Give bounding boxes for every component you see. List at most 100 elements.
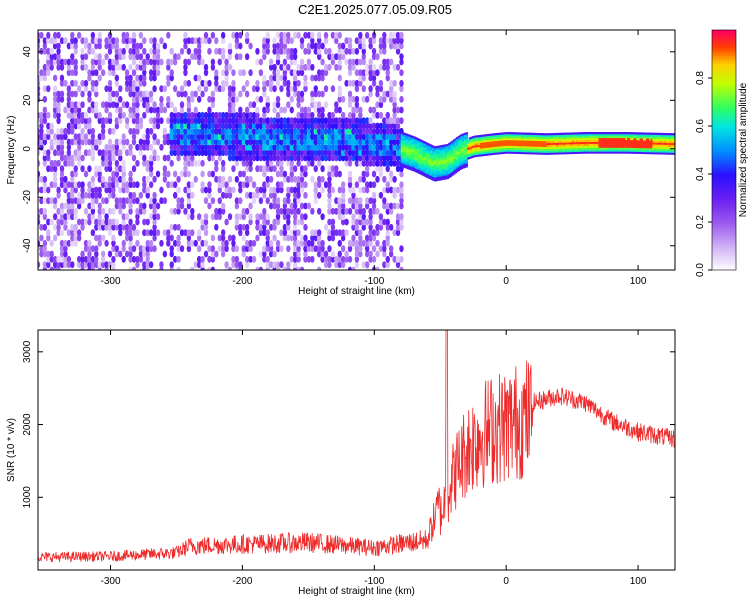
spectrogram-cell	[634, 141, 638, 145]
spectrogram-cell	[468, 137, 472, 140]
spectrogram-cell	[658, 138, 662, 141]
spectrogram-cell	[535, 138, 538, 141]
spectrogram-cell	[473, 139, 476, 142]
spectrogram-cell	[265, 154, 270, 162]
spectrogram-cell	[142, 90, 147, 98]
spectrogram-cell	[395, 106, 401, 114]
spectrogram-cell	[248, 42, 253, 50]
spectrogram-cell	[176, 127, 181, 135]
spectrogram-cell	[490, 141, 494, 144]
spectrogram-cell	[148, 261, 154, 269]
spectrogram-cell	[124, 223, 130, 231]
spectrogram-cell	[286, 175, 291, 183]
spectrogram-cell	[543, 138, 546, 142]
spectrogram-cell	[402, 151, 405, 154]
colorbar-swatch	[712, 226, 736, 229]
spectrogram-cell	[358, 143, 363, 151]
spectrogram-cell	[80, 127, 85, 135]
spectrogram-cell	[459, 152, 462, 155]
spectrogram-cell	[344, 58, 349, 66]
spectrogram-cell	[421, 144, 424, 147]
spectrogram-cell	[275, 181, 281, 189]
spectrogram-cell	[382, 149, 387, 157]
spectrogram-cell	[172, 223, 178, 231]
colorbar-swatch	[712, 110, 736, 113]
spectrogram-cell	[100, 250, 106, 258]
spectrogram-cell	[628, 141, 631, 145]
spectrogram-cell	[313, 181, 318, 189]
spectrogram-cell	[275, 143, 281, 151]
spectrogram-cell	[83, 207, 89, 215]
spectrogram-cell	[642, 149, 646, 153]
spectrogram-cell	[533, 134, 537, 138]
spectrogram-cell	[399, 245, 404, 253]
spectrogram-cell	[426, 160, 429, 163]
spectrogram-cell	[419, 170, 423, 173]
spectrogram-cell	[358, 207, 363, 215]
spectrogram-cell	[172, 239, 178, 247]
spectrogram-cell	[606, 145, 609, 148]
spectrogram-cell	[547, 138, 551, 142]
spectrogram-cell	[262, 133, 267, 141]
spectrogram-cell	[364, 202, 370, 210]
spectrogram-cell	[258, 213, 264, 221]
spectrogram-cell	[671, 152, 674, 155]
spectrogram-cell	[658, 146, 662, 149]
spectrogram-cell	[354, 229, 360, 237]
spectrogram-cell	[555, 138, 559, 141]
spectrogram-cell	[313, 138, 318, 146]
spectrogram-cell	[227, 95, 233, 103]
spectrogram-cell	[131, 133, 137, 141]
spectrogram-cell	[625, 137, 628, 141]
spectrogram-cell	[327, 202, 332, 210]
spectrogram-cell	[207, 143, 212, 151]
spectrogram-cell	[56, 58, 61, 66]
spectrogram-cell	[457, 166, 461, 170]
spectrogram-cell	[351, 213, 356, 221]
spectrogram-cell	[104, 37, 109, 45]
spectrogram-cell	[595, 139, 598, 142]
spectrogram-cell	[527, 150, 530, 153]
spectrogram-cell	[169, 111, 174, 119]
spectrogram-cell	[547, 133, 551, 136]
spectrogram-cell	[652, 140, 655, 143]
spectrogram-cell	[666, 150, 669, 153]
spectrogram-cell	[426, 148, 429, 151]
spectrogram-cell	[299, 69, 305, 77]
spectrogram-cell	[231, 127, 236, 135]
spectrogram-cell	[419, 153, 423, 156]
spectrogram-cell	[148, 159, 154, 167]
spectrogram-cell	[172, 85, 178, 93]
spectrogram-cell	[80, 181, 85, 189]
spectrogram-cell	[190, 133, 195, 141]
spectrogram-cell	[227, 143, 233, 151]
spectrogram-cell	[465, 134, 468, 137]
spectrogram-cell	[592, 147, 595, 150]
spectrogram-cell	[241, 138, 246, 146]
spectrogram-cell	[522, 138, 525, 141]
spectrogram-cell	[558, 136, 562, 139]
spectrogram-cell	[49, 53, 54, 61]
spectrogram-cell	[405, 145, 408, 148]
spectrogram-cell	[382, 63, 387, 71]
spectrogram-cell	[224, 127, 229, 135]
spectrogram-cell	[238, 42, 243, 50]
spectrogram-cell	[320, 90, 325, 98]
spectrogram-cell	[664, 142, 668, 145]
spectrogram-cell	[649, 138, 652, 141]
spectrogram-cell	[262, 149, 267, 157]
spectrogram-cell	[289, 149, 294, 157]
spectrogram-cell	[544, 148, 548, 151]
spectrogram-cell	[617, 133, 620, 137]
spectrogram-cell	[200, 149, 205, 157]
spectrogram-cell	[427, 143, 430, 146]
spectrogram-cell	[438, 164, 442, 168]
spectrogram-cell	[234, 127, 240, 135]
spectrogram-cell	[503, 149, 506, 152]
spectrogram-cell	[289, 106, 294, 114]
spectrogram-cell	[558, 138, 562, 141]
spectrogram-cell	[641, 136, 644, 139]
spectrogram-cell	[286, 143, 291, 151]
spectrogram-cell	[59, 95, 65, 103]
spectrogram-cell	[303, 250, 308, 258]
